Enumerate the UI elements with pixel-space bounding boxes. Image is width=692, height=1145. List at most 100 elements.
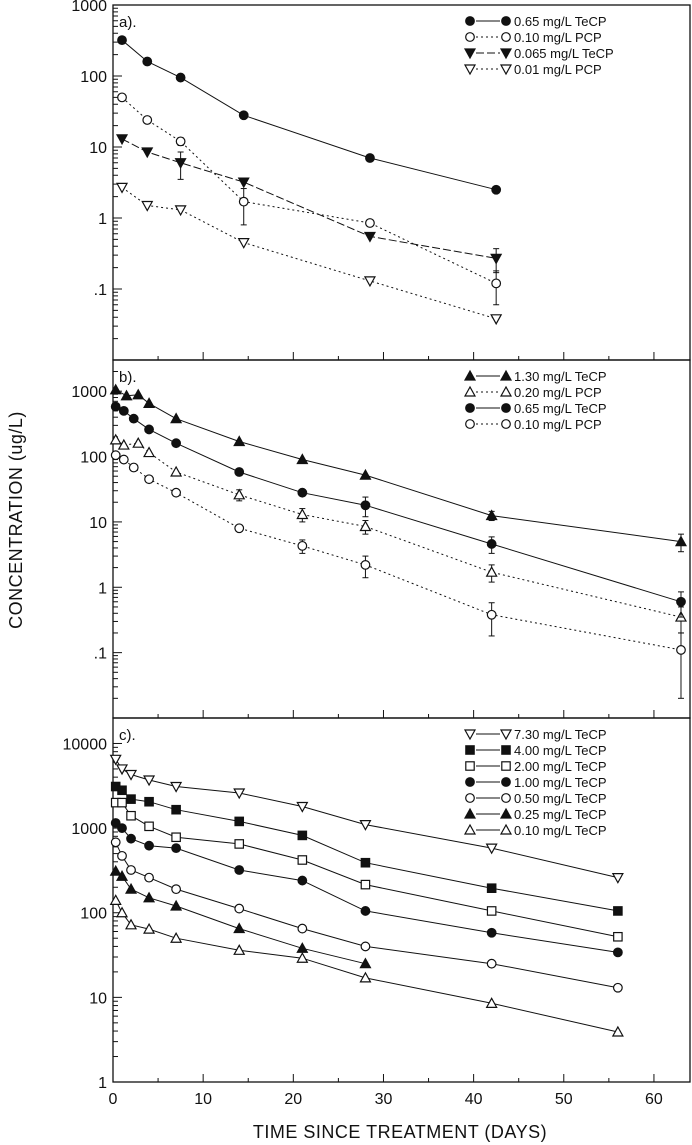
y-tick-label: 10 xyxy=(89,515,107,532)
data-point xyxy=(115,764,129,776)
data-point xyxy=(120,389,133,401)
legend-marker xyxy=(501,16,511,26)
data-point xyxy=(109,754,122,766)
legend-entry: 1.30 mg/L TeCP xyxy=(463,369,607,384)
data-point xyxy=(174,205,187,217)
data-point xyxy=(611,873,624,884)
data-point xyxy=(115,134,129,146)
series-1 xyxy=(117,35,502,195)
data-point xyxy=(118,454,129,465)
y-tick-label: 1 xyxy=(98,1075,107,1092)
data-point xyxy=(491,278,502,289)
data-point xyxy=(490,253,503,265)
data-point xyxy=(142,56,153,67)
data-point xyxy=(170,412,183,424)
series-line xyxy=(115,406,682,603)
data-point xyxy=(144,821,154,832)
data-point xyxy=(144,796,154,807)
legend-entry: 0.01 mg/L PCP xyxy=(463,62,602,77)
y-tick-label: 1 xyxy=(98,211,107,228)
data-point xyxy=(297,855,308,865)
y-tick-label: 100 xyxy=(80,906,107,923)
data-point xyxy=(110,818,121,828)
data-point xyxy=(143,775,156,787)
data-point xyxy=(360,941,371,952)
x-tick-label: 30 xyxy=(375,1091,393,1108)
data-point xyxy=(238,110,249,121)
data-point xyxy=(676,596,686,607)
x-tick-label: 50 xyxy=(555,1091,573,1108)
data-point xyxy=(174,158,187,169)
data-point xyxy=(234,467,245,477)
data-point xyxy=(141,200,154,212)
data-point xyxy=(365,218,375,228)
data-point xyxy=(486,958,497,969)
legend-marker xyxy=(501,32,511,42)
legend-label: 7.30 mg/L TeCP xyxy=(514,727,607,742)
data-point xyxy=(128,462,139,473)
legend-marker xyxy=(463,369,477,381)
data-point xyxy=(118,405,129,416)
data-point xyxy=(141,147,154,159)
data-point xyxy=(612,947,623,958)
data-point xyxy=(676,645,686,655)
data-point xyxy=(296,453,309,465)
data-point xyxy=(359,957,372,969)
data-point xyxy=(170,465,183,477)
data-point xyxy=(485,509,498,521)
data-point xyxy=(486,906,497,916)
series-line xyxy=(121,39,497,191)
legend-marker xyxy=(463,385,477,397)
data-point xyxy=(233,435,246,447)
legend-entry: 0.65 mg/L TeCP xyxy=(465,14,607,29)
series-line xyxy=(115,822,618,953)
panel-label: c). xyxy=(119,727,136,744)
data-point xyxy=(613,906,623,916)
data-point xyxy=(486,609,497,620)
data-point xyxy=(485,997,498,1008)
data-point xyxy=(143,446,156,458)
legend-entry: 7.30 mg/L TeCP xyxy=(463,727,607,742)
data-point xyxy=(485,565,498,577)
data-point xyxy=(674,535,688,547)
data-point xyxy=(233,922,246,934)
data-point xyxy=(109,433,122,445)
legend-marker xyxy=(463,64,477,76)
legend-marker xyxy=(501,403,511,413)
data-point xyxy=(144,872,154,883)
legend-entry: 0.65 mg/L TeCP xyxy=(465,401,607,416)
data-point xyxy=(110,401,121,412)
data-point xyxy=(491,184,502,195)
legend-label: 2.00 mg/L TeCP xyxy=(514,759,607,774)
series-line xyxy=(115,389,682,543)
data-point xyxy=(128,413,139,424)
data-point xyxy=(126,833,136,844)
data-point xyxy=(297,923,308,934)
data-point xyxy=(485,843,498,855)
y-tick-label: .1 xyxy=(94,646,107,663)
data-point xyxy=(365,153,375,163)
legend-label: 0.10 mg/L PCP xyxy=(514,30,602,45)
y-tick-label: 100 xyxy=(80,450,107,467)
data-point xyxy=(234,903,245,914)
x-tick-label: 10 xyxy=(194,1091,212,1108)
data-point xyxy=(237,238,250,249)
series-3 xyxy=(110,797,623,942)
x-tick-label: 0 xyxy=(109,1091,118,1108)
legend-marker xyxy=(463,729,477,741)
legend-label: 0.01 mg/L PCP xyxy=(514,62,602,77)
legend-marker xyxy=(463,48,477,60)
data-point xyxy=(109,864,122,876)
series-1 xyxy=(109,383,688,553)
y-tick-label: 10 xyxy=(89,990,107,1007)
data-point xyxy=(233,944,246,955)
data-point xyxy=(143,891,156,903)
legend-label: 0.65 mg/L TeCP xyxy=(514,401,607,416)
data-point xyxy=(363,276,376,288)
legend-marker xyxy=(465,419,475,429)
data-point xyxy=(171,487,182,498)
data-point xyxy=(125,769,138,781)
